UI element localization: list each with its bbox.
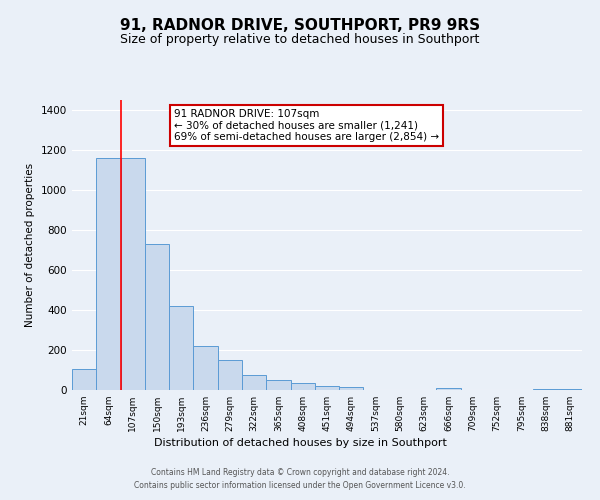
Bar (436, 388, 461, 390)
Bar (72, 368, 96, 390)
Bar (218, 360, 242, 390)
Bar (533, 389, 558, 390)
Bar (266, 380, 290, 390)
Bar (242, 375, 266, 390)
Bar (193, 346, 218, 390)
Bar (145, 244, 169, 390)
Text: Size of property relative to detached houses in Southport: Size of property relative to detached ho… (121, 32, 479, 46)
Bar (558, 389, 582, 390)
Text: Contains public sector information licensed under the Open Government Licence v3: Contains public sector information licen… (134, 482, 466, 490)
Bar (290, 383, 315, 390)
Bar (315, 386, 339, 390)
Text: 91 RADNOR DRIVE: 107sqm
← 30% of detached houses are smaller (1,241)
69% of semi: 91 RADNOR DRIVE: 107sqm ← 30% of detache… (174, 108, 439, 142)
Y-axis label: Number of detached properties: Number of detached properties (25, 163, 35, 327)
Text: Contains HM Land Registry data © Crown copyright and database right 2024.: Contains HM Land Registry data © Crown c… (151, 468, 449, 477)
Bar (96, 158, 121, 390)
Text: Distribution of detached houses by size in Southport: Distribution of detached houses by size … (154, 438, 446, 448)
Bar (121, 158, 145, 390)
Bar (169, 306, 193, 390)
Bar (339, 387, 364, 390)
Text: 91, RADNOR DRIVE, SOUTHPORT, PR9 9RS: 91, RADNOR DRIVE, SOUTHPORT, PR9 9RS (120, 18, 480, 32)
